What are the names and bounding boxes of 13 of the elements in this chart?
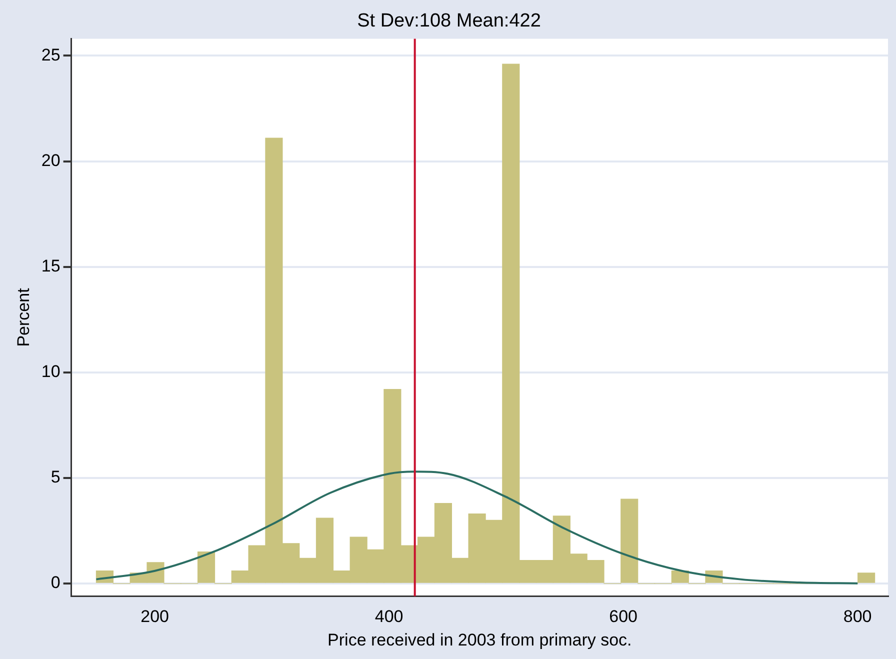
x-tick-label: 600 [609,607,638,626]
y-tick-label: 15 [41,256,60,276]
x-axis-title: Price received in 2003 from primary soc. [328,630,632,650]
y-tick-label: 5 [50,468,60,487]
y-tick-label: 0 [50,573,60,592]
x-tick-label: 400 [374,607,404,626]
y-axis-title: Percent [14,288,33,347]
y-tick-label: 20 [41,150,60,170]
x-tick-label: 800 [843,607,872,626]
y-tick-label: 25 [41,45,60,64]
x-tick-label: 200 [140,607,170,626]
y-tick-label: 10 [41,362,60,382]
chart-title: St Dev:108 Mean:422 [357,10,541,32]
